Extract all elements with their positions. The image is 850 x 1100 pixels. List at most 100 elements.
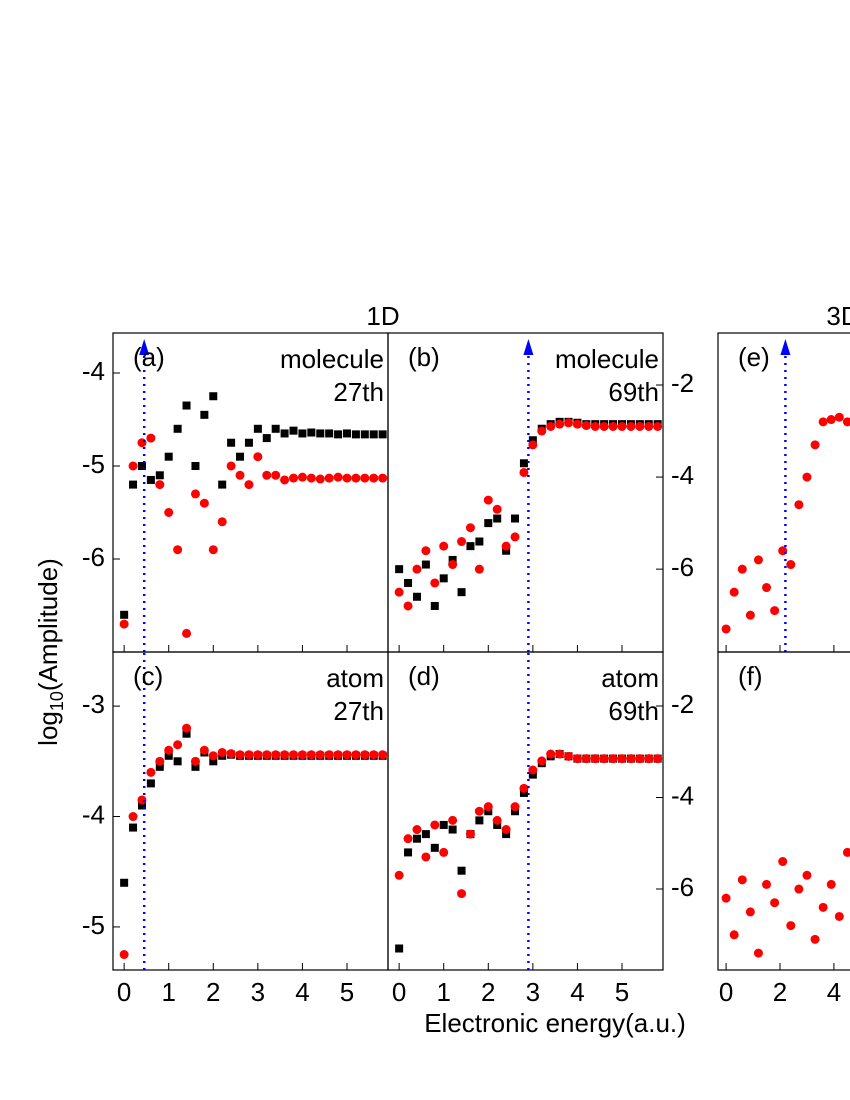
- point: [802, 870, 812, 880]
- point: [608, 754, 618, 764]
- point: [271, 424, 280, 433]
- panel-label: (b): [408, 342, 440, 372]
- point: [271, 470, 281, 480]
- point: [182, 723, 192, 733]
- point: [119, 950, 129, 960]
- marker-arrow: [523, 339, 534, 355]
- group-title: 3D: [826, 301, 850, 331]
- point: [412, 834, 421, 843]
- annotation: 69th: [608, 696, 659, 726]
- point: [199, 745, 209, 755]
- point: [394, 870, 404, 880]
- point: [502, 830, 511, 839]
- point: [430, 820, 440, 830]
- point: [236, 452, 245, 461]
- point: [737, 564, 747, 574]
- group-title: 1D: [366, 301, 399, 331]
- point: [546, 749, 556, 759]
- point: [430, 601, 439, 610]
- point: [182, 401, 191, 410]
- point: [475, 537, 484, 546]
- point: [653, 421, 663, 431]
- point: [289, 426, 298, 435]
- point: [770, 606, 780, 616]
- point: [253, 424, 262, 433]
- panel-label: (c): [133, 661, 163, 691]
- point: [421, 830, 430, 839]
- plot-area: [119, 723, 388, 960]
- point: [244, 480, 254, 490]
- y-tick-label: -4: [671, 780, 694, 810]
- point: [316, 429, 325, 438]
- point: [128, 812, 138, 822]
- annotation: molecule: [280, 344, 384, 374]
- point: [334, 430, 343, 439]
- point: [826, 879, 836, 889]
- x-tick-label: 5: [340, 977, 354, 1007]
- point: [753, 948, 763, 958]
- point: [617, 754, 627, 764]
- point: [129, 480, 138, 489]
- point: [537, 756, 547, 766]
- point: [403, 601, 413, 611]
- point: [617, 421, 627, 431]
- point: [297, 750, 307, 760]
- point: [483, 495, 493, 505]
- point: [448, 815, 458, 825]
- point: [753, 555, 763, 565]
- point: [474, 564, 484, 574]
- frame: [717, 651, 850, 971]
- point: [474, 806, 484, 816]
- marker-arrow: [780, 339, 791, 355]
- y-tick-label: -4: [82, 799, 105, 829]
- point: [794, 500, 804, 510]
- point: [635, 754, 645, 764]
- point: [786, 921, 796, 931]
- point: [511, 807, 520, 816]
- x-tick-label: 0: [719, 977, 733, 1007]
- point: [626, 754, 636, 764]
- point: [244, 750, 254, 760]
- point: [155, 471, 164, 480]
- panel-label: (d): [408, 661, 440, 691]
- plot-area: [394, 417, 663, 611]
- frame: [387, 651, 664, 971]
- point: [280, 475, 290, 485]
- point: [315, 750, 325, 760]
- y-tick-label: -5: [82, 449, 105, 479]
- point: [626, 421, 636, 431]
- point: [137, 795, 147, 805]
- point: [209, 392, 218, 401]
- point: [412, 564, 422, 574]
- point: [644, 754, 654, 764]
- point: [493, 820, 502, 829]
- point: [721, 893, 731, 903]
- point: [834, 911, 844, 921]
- point: [528, 770, 537, 779]
- panel-label: (f): [738, 661, 763, 691]
- point: [190, 489, 200, 499]
- point: [519, 459, 528, 468]
- point: [826, 415, 836, 425]
- point: [297, 472, 307, 482]
- x-tick-label: 0: [392, 977, 406, 1007]
- point: [770, 898, 780, 908]
- annotation: 27th: [333, 377, 384, 407]
- point: [421, 560, 430, 569]
- point: [493, 514, 502, 523]
- point: [729, 587, 739, 597]
- point: [155, 480, 165, 490]
- point: [528, 765, 538, 775]
- point: [466, 542, 475, 551]
- point: [378, 473, 388, 483]
- point: [333, 750, 343, 760]
- point: [430, 843, 439, 852]
- point: [298, 429, 307, 438]
- point: [217, 517, 227, 527]
- point: [360, 473, 370, 483]
- point: [395, 944, 404, 953]
- point: [325, 429, 334, 438]
- point: [465, 523, 475, 533]
- point: [729, 930, 739, 940]
- point: [457, 588, 466, 597]
